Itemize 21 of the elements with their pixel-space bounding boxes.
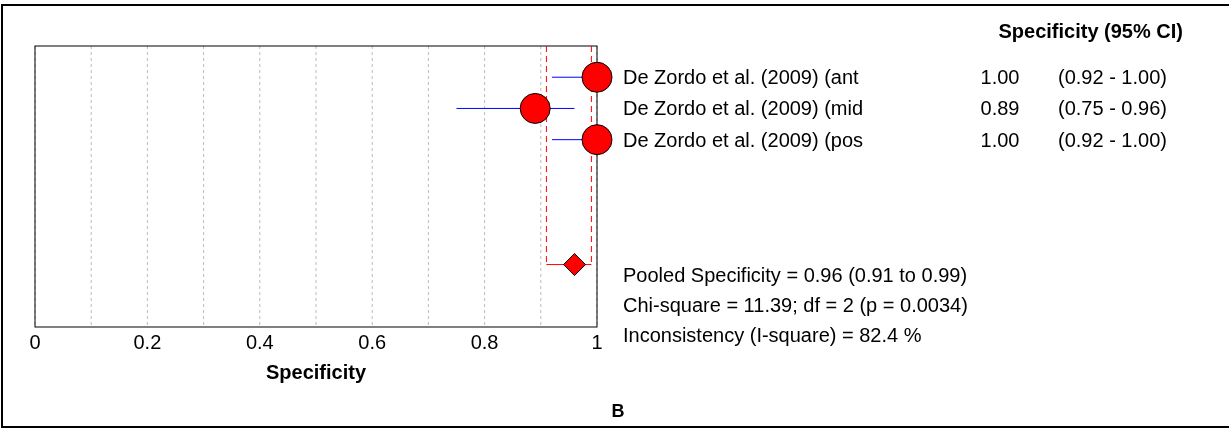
text: B (611, 401, 625, 421)
x-tick-label: 0.6 (358, 331, 387, 353)
x-axis-title: Specificity (265, 361, 367, 383)
x-tick-label: 0 (29, 331, 41, 353)
x-tick-label: 0.2 (133, 331, 162, 353)
data-label: 1.00 (980, 128, 1020, 151)
text: Inconsistency (I-square) = 82.4 % (623, 324, 922, 346)
text: Chi-square = 11.39; df = 2 (p = 0.0034) (623, 294, 968, 316)
y-tick-label: De Zordo et al. (2009) (ant (623, 66, 860, 89)
data-label: 0.89 (980, 97, 1020, 120)
text: Pooled Specificity = 0.96 (0.91 to 0.99) (623, 264, 968, 286)
x-tick-label: 0.4 (245, 331, 274, 353)
x-tick-label: 0.8 (470, 331, 499, 353)
y-tick-label: De Zordo et al. (2009) (mid (623, 97, 864, 120)
text: (0.75 - 0.96) (1058, 97, 1167, 120)
text: (0.92 - 1.00) (1058, 66, 1167, 89)
x-tick-label: 1 (591, 331, 603, 353)
data-label: 1.00 (980, 66, 1020, 89)
text: Specificity (95% CI) (998, 20, 1183, 42)
text: (0.92 - 1.00) (1058, 128, 1167, 151)
y-tick-label: De Zordo et al. (2009) (pos (623, 128, 864, 151)
